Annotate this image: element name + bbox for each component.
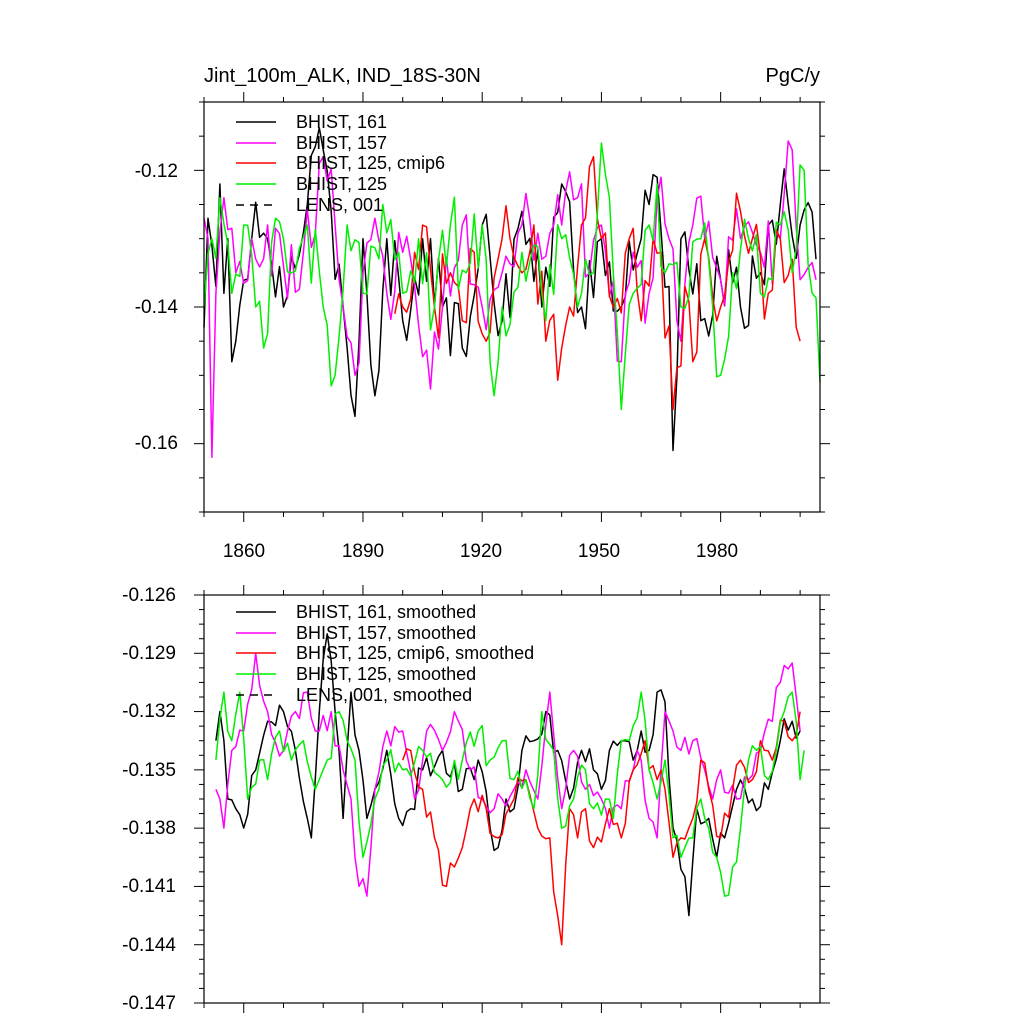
bottom-y-tick-label: -0.135 [122, 760, 176, 781]
legend-label: BHIST, 125, cmip6 [296, 153, 445, 173]
bottom-ticks [194, 585, 830, 1013]
legend-label: BHIST, 125 [296, 174, 387, 194]
series-line-bhist-161 [203, 127, 817, 452]
x-tick-label: 1920 [460, 541, 502, 562]
x-tick-label: 1860 [223, 541, 265, 562]
top-plot-frame [203, 101, 821, 513]
bottom-y-tick-label: -0.138 [122, 818, 176, 839]
legend-label: BHIST, 161 [296, 112, 387, 132]
legend-label: BHIST, 157 [296, 133, 387, 153]
series-line-bhist-157-smoothed [215, 652, 801, 897]
bottom-y-tick-label: -0.129 [122, 643, 176, 664]
bottom-legend: BHIST, 161, smoothed BHIST, 157, smoothe… [236, 602, 534, 705]
top-y-tick-label: -0.14 [135, 297, 179, 318]
top-ticks [194, 92, 830, 522]
bottom-plot-frame [203, 594, 821, 1004]
x-tick-label: 1950 [578, 541, 620, 562]
top-legend: BHIST, 161 BHIST, 157 BHIST, 125, cmip6 … [236, 112, 445, 215]
legend-label: BHIST, 161, smoothed [296, 602, 476, 622]
top-panel: Jint_100m_ALK, IND_18S-30N PgC/y -0.16 -… [135, 65, 830, 562]
series-line-bhist-125-cmip6-smoothed [401, 711, 801, 946]
series-line-bhist-125 [203, 142, 821, 411]
legend-label: LENS, 001 [296, 195, 383, 215]
legend-label: BHIST, 125, smoothed [296, 664, 476, 684]
bottom-y-tick-label: -0.144 [122, 935, 176, 956]
top-chart-units: PgC/y [766, 65, 820, 87]
bottom-y-tick-label: -0.147 [122, 993, 176, 1014]
top-y-tick-label: -0.16 [135, 433, 178, 454]
legend-label: BHIST, 157, smoothed [296, 623, 476, 643]
x-tick-label: 1890 [342, 541, 384, 562]
bottom-series-group [215, 633, 805, 946]
series-line-bhist-161-smoothed [215, 633, 801, 917]
x-tick-label: 1980 [696, 541, 738, 562]
bottom-y-tick-label: -0.141 [122, 876, 176, 897]
legend-label: LENS, 001, smoothed [296, 685, 472, 705]
series-line-bhist-125-cmip6 [394, 155, 801, 411]
legend-label: BHIST, 125, cmip6, smoothed [296, 643, 534, 663]
series-line-bhist-157 [203, 140, 817, 459]
series-line-bhist-125-smoothed [215, 691, 805, 897]
top-y-tick-label: -0.12 [135, 161, 178, 182]
top-chart-title: Jint_100m_ALK, IND_18S-30N [204, 65, 481, 87]
top-series-group [203, 127, 821, 459]
bottom-y-tick-label: -0.132 [122, 701, 176, 722]
bottom-y-tick-label: -0.126 [122, 585, 176, 606]
bottom-panel: -0.147 -0.144 -0.141 -0.138 -0.135 -0.13… [122, 585, 830, 1014]
